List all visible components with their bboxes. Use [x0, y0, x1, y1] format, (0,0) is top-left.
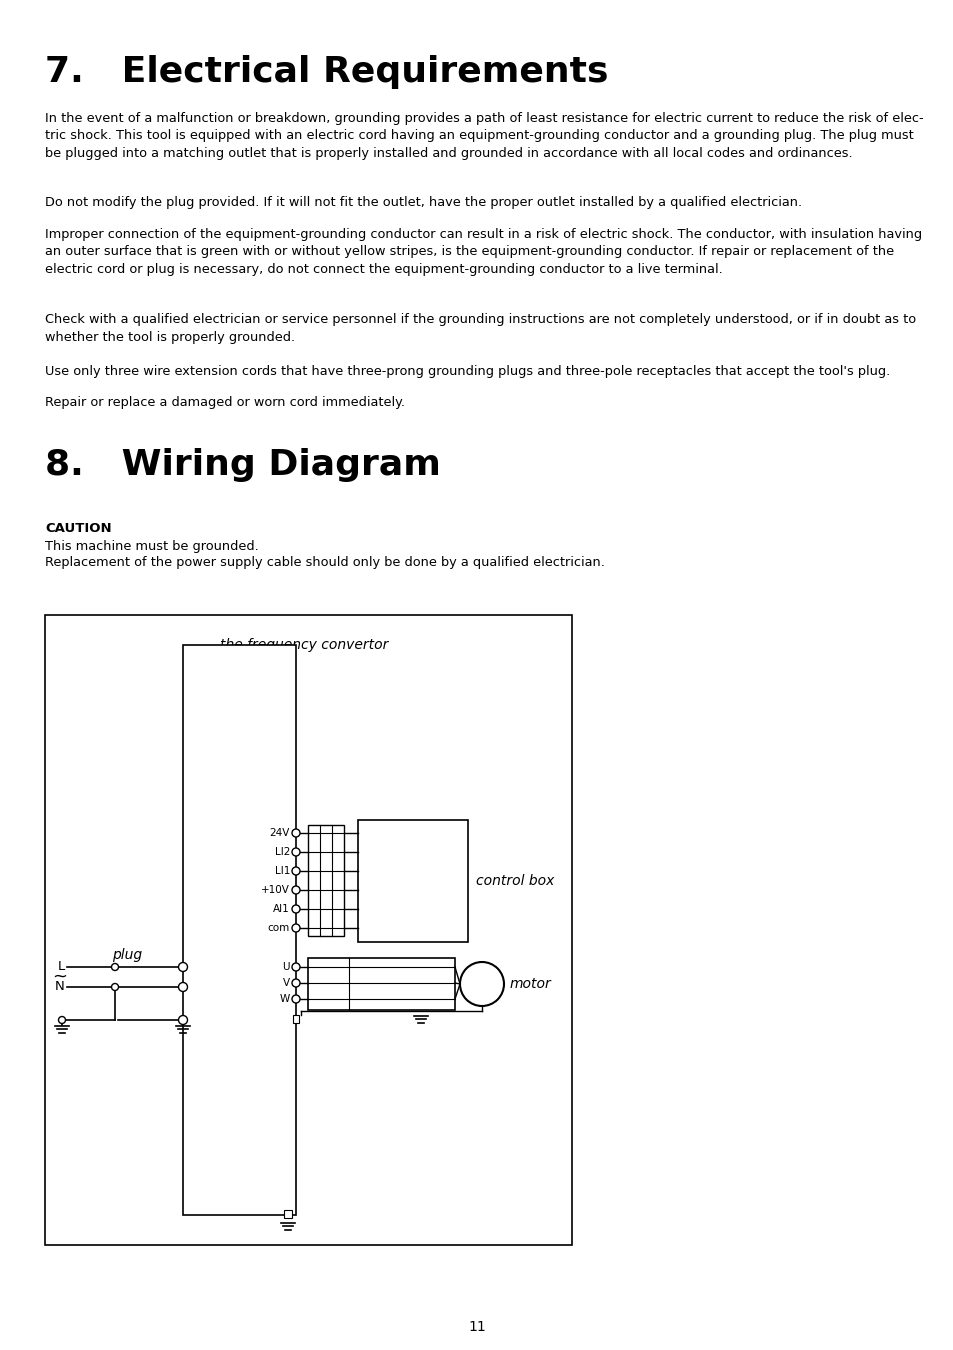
Text: V: V — [283, 977, 290, 988]
Circle shape — [292, 923, 299, 932]
Circle shape — [292, 963, 299, 971]
Circle shape — [112, 984, 118, 991]
Text: Replacement of the power supply cable should only be done by a qualified electri: Replacement of the power supply cable sh… — [45, 556, 604, 568]
Circle shape — [292, 886, 299, 894]
Bar — [45, 616, 572, 1245]
Text: motor: motor — [510, 977, 551, 991]
Text: N: N — [55, 980, 65, 994]
Text: LI2: LI2 — [274, 846, 290, 857]
Circle shape — [292, 848, 299, 856]
Bar — [293, 1015, 298, 1023]
Text: LI1: LI1 — [274, 865, 290, 876]
Text: L: L — [58, 960, 65, 973]
Circle shape — [112, 964, 118, 971]
Circle shape — [178, 1015, 188, 1025]
Bar — [183, 645, 295, 1215]
Text: AI1: AI1 — [273, 904, 290, 914]
Text: In the event of a malfunction or breakdown, grounding provides a path of least r: In the event of a malfunction or breakdo… — [45, 112, 923, 161]
Text: U: U — [282, 963, 290, 972]
Bar — [284, 1210, 292, 1218]
Text: 24V: 24V — [270, 828, 290, 838]
Text: Repair or replace a damaged or worn cord immediately.: Repair or replace a damaged or worn cord… — [45, 396, 405, 409]
Bar — [357, 819, 468, 942]
Text: control box: control box — [476, 873, 554, 888]
Text: W: W — [279, 994, 290, 1004]
Circle shape — [459, 963, 503, 1006]
Text: the frequency convertor: the frequency convertor — [220, 639, 388, 652]
Text: ~: ~ — [52, 968, 68, 986]
Text: +10V: +10V — [261, 886, 290, 895]
Circle shape — [292, 904, 299, 913]
Text: Check with a qualified electrician or service personnel if the grounding instruc: Check with a qualified electrician or se… — [45, 313, 915, 343]
Text: Do not modify the plug provided. If it will not fit the outlet, have the proper : Do not modify the plug provided. If it w… — [45, 196, 801, 209]
Circle shape — [292, 829, 299, 837]
Text: 7.   Electrical Requirements: 7. Electrical Requirements — [45, 55, 608, 89]
Circle shape — [178, 983, 188, 991]
Circle shape — [292, 995, 299, 1003]
Circle shape — [292, 979, 299, 987]
Bar — [308, 958, 455, 1010]
Text: 8.   Wiring Diagram: 8. Wiring Diagram — [45, 448, 440, 482]
Text: plug: plug — [112, 948, 142, 963]
Bar — [308, 825, 344, 936]
Circle shape — [178, 963, 188, 972]
Text: 11: 11 — [468, 1320, 485, 1334]
Circle shape — [58, 1017, 66, 1023]
Circle shape — [292, 867, 299, 875]
Text: Use only three wire extension cords that have three-prong grounding plugs and th: Use only three wire extension cords that… — [45, 364, 889, 378]
Text: Improper connection of the equipment-grounding conductor can result in a risk of: Improper connection of the equipment-gro… — [45, 228, 922, 275]
Text: This machine must be grounded.: This machine must be grounded. — [45, 540, 258, 553]
Text: CAUTION: CAUTION — [45, 522, 112, 535]
Text: com: com — [268, 923, 290, 933]
